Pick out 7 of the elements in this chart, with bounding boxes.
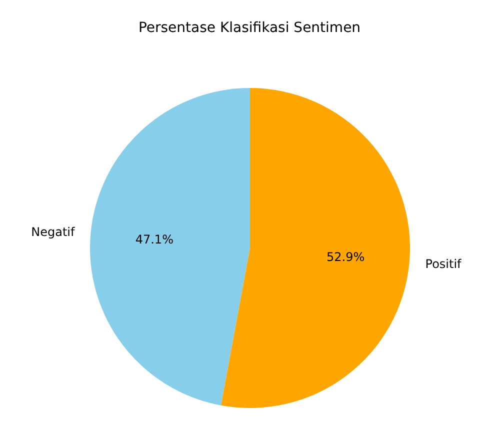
- chart-title: Persentase Klasifikasi Sentimen: [138, 20, 361, 36]
- pie-slice: [90, 88, 250, 406]
- data-label: 52.9%: [326, 250, 365, 264]
- slice-label: Negatif: [31, 225, 76, 240]
- slice-label: Positif: [425, 257, 462, 272]
- pie-slice: [221, 88, 410, 408]
- data-label: 47.1%: [135, 232, 174, 246]
